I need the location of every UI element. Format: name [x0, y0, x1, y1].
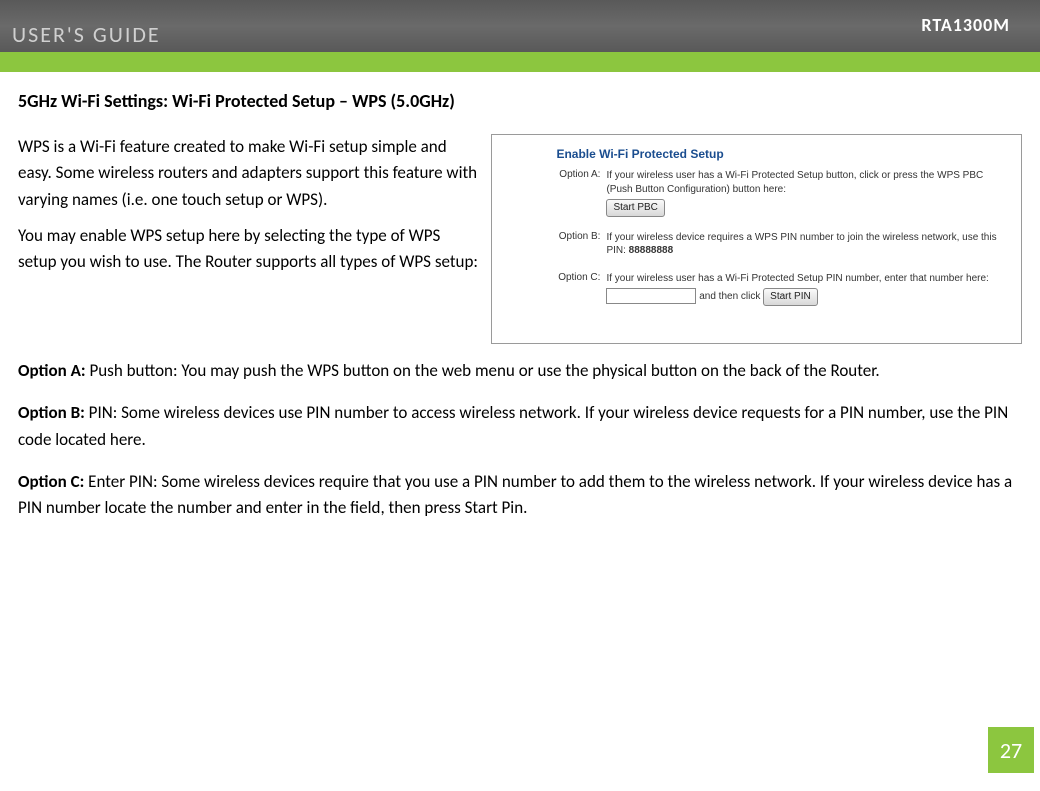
wps-option-c-label: Option C: [502, 272, 606, 283]
page-number: 27 [988, 727, 1034, 773]
intro-p1: WPS is a Wi-Fi feature created to make W… [18, 134, 479, 213]
wps-pin-value: 88888888 [629, 245, 674, 256]
option-a-text: Push button: You may push the WPS button… [86, 360, 880, 381]
option-b-label: Option B: [18, 402, 85, 423]
option-c-text: Enter PIN: Some wireless devices require… [18, 471, 1012, 518]
wps-option-b-label: Option B: [502, 231, 606, 242]
start-pbc-button[interactable]: Start PBC [606, 199, 664, 217]
wps-option-a-body: If your wireless user has a Wi-Fi Protec… [606, 169, 1011, 217]
option-c-label: Option C: [18, 471, 84, 492]
wps-option-b-body: If your wireless device requires a WPS P… [606, 231, 1011, 258]
header-bar: USER'S GUIDE [0, 0, 1040, 52]
options-description: Option A: Push button: You may push the … [18, 358, 1022, 522]
option-b-paragraph: Option B: PIN: Some wireless devices use… [18, 400, 1022, 453]
model-label: RTA1300M [921, 14, 1010, 36]
wps-option-c-text: If your wireless user has a Wi-Fi Protec… [606, 273, 988, 284]
intro-p2: You may enable WPS setup here by selecti… [18, 223, 479, 276]
option-a-paragraph: Option A: Push button: You may push the … [18, 358, 1022, 384]
wps-option-c-andthen: and then click [696, 291, 763, 302]
page-content: 5GHz Wi-Fi Settings: Wi-Fi Protected Set… [0, 72, 1040, 522]
wps-option-c-body: If your wireless user has a Wi-Fi Protec… [606, 272, 1011, 306]
wps-option-a-text: If your wireless user has a Wi-Fi Protec… [606, 170, 983, 195]
intro-text: WPS is a Wi-Fi feature created to make W… [18, 134, 479, 344]
intro-row: WPS is a Wi-Fi feature created to make W… [18, 134, 1022, 344]
option-c-paragraph: Option C: Enter PIN: Some wireless devic… [18, 469, 1022, 522]
section-heading: 5GHz Wi-Fi Settings: Wi-Fi Protected Set… [18, 90, 1022, 112]
option-a-label: Option A: [18, 360, 86, 381]
wps-option-a-row: Option A: If your wireless user has a Wi… [502, 169, 1011, 217]
wps-pin-input[interactable] [606, 288, 696, 304]
wps-panel-title: Enable Wi-Fi Protected Setup [556, 147, 1011, 161]
option-b-text: PIN: Some wireless devices use PIN numbe… [18, 402, 1008, 449]
wps-option-b-row: Option B: If your wireless device requir… [502, 231, 1011, 258]
header-title: USER'S GUIDE [12, 21, 161, 48]
wps-option-a-label: Option A: [502, 169, 606, 180]
wps-settings-panel: Enable Wi-Fi Protected Setup Option A: I… [491, 134, 1022, 344]
start-pin-button[interactable]: Start PIN [763, 288, 818, 306]
accent-band: RTA1300M [0, 52, 1040, 72]
wps-option-c-row: Option C: If your wireless user has a Wi… [502, 272, 1011, 306]
